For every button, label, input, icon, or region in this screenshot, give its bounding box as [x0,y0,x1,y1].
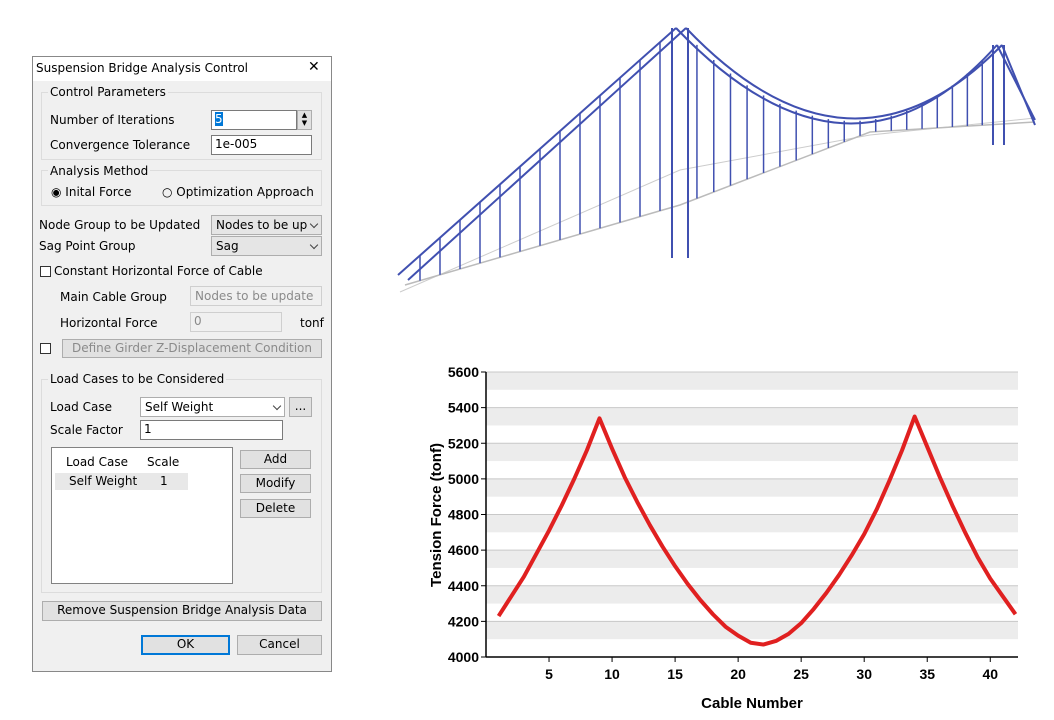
radio-label: Optimization Approach [176,185,314,199]
x-tick-label: 10 [604,666,620,682]
column-header: Scale [147,455,180,469]
x-tick-label: 5 [545,666,553,682]
group-legend: Load Cases to be Considered [48,371,227,387]
dropdown-value: Nodes to be update [195,289,314,303]
label: Horizontal Force [60,316,158,330]
label: Convergence Tolerance [50,138,191,152]
input-value: 5 [215,112,223,126]
label: Scale Factor [50,423,123,437]
unit: tonf [300,316,324,330]
grid-band [486,621,1018,640]
label: Main Cable Group [60,290,167,304]
close-button[interactable]: ✕ [308,59,320,75]
y-tick-label: 4000 [448,649,479,665]
button[interactable]: Modify [240,474,311,493]
x-axis-label: Cable Number [701,695,803,712]
grid-band [486,407,1018,426]
y-tick-label: 5000 [448,471,479,487]
label: Number of Iterations [50,113,175,127]
ok-button[interactable]: OK [141,635,230,655]
radio-label: Inital Force [65,185,132,199]
button[interactable]: ... [289,397,312,417]
radio[interactable]: ◉ Inital Force [51,185,132,199]
grid-band [486,514,1018,533]
grid-band [486,550,1018,568]
grid-band [486,443,1018,462]
column-header: Load Case [66,455,128,469]
button[interactable]: Remove Suspension Bridge Analysis Data [42,601,322,621]
label: Sag Point Group [39,239,136,253]
grid-band [486,372,1018,390]
input[interactable]: 1e-005 [211,135,312,155]
checkbox[interactable] [40,266,51,277]
y-axis-label: Tension Force (tonf) [428,443,445,587]
dropdown[interactable]: Self Weight [140,397,285,417]
label: Constant Horizontal Force of Cable [54,264,263,278]
y-tick-label: 4200 [448,613,479,629]
y-tick-label: 5400 [448,400,479,416]
y-tick-label: 4800 [448,507,479,523]
label: Load Case [50,400,112,414]
x-tick-label: 35 [919,666,935,682]
button[interactable]: Delete [240,499,311,518]
group-box [41,170,322,206]
checkbox[interactable] [40,343,51,354]
radio[interactable]: ○ Optimization Approach [162,185,314,199]
x-tick-label: 40 [982,666,998,682]
group-legend: Control Parameters [48,84,168,100]
group-legend: Analysis Method [48,163,151,179]
cell: Self Weight [69,474,138,488]
x-tick-label: 25 [793,666,809,682]
dropdown-value: Sag [216,239,239,253]
main-cable [397,27,677,276]
row-highlight [55,473,188,490]
x-tick-label: 30 [856,666,872,682]
dropdown: Nodes to be update [190,286,322,306]
dialog-title: Suspension Bridge Analysis Control [36,61,248,75]
cell: 1 [160,474,168,488]
main-cable [1001,44,1036,126]
list-view[interactable] [51,447,233,584]
label: Node Group to be Updated [39,218,201,232]
y-tick-label: 5600 [448,364,479,380]
y-tick-label: 4400 [448,578,479,594]
x-tick-label: 20 [730,666,746,682]
y-tick-label: 4600 [448,542,479,558]
spinner[interactable]: ▲ ▼ [297,110,312,130]
button: Define Girder Z-Displacement Condition [62,339,322,358]
x-tick-label: 15 [667,666,683,682]
input[interactable]: 5 [211,110,297,130]
dropdown[interactable]: Nodes to be up [211,215,322,235]
grid-band [486,585,1018,604]
input[interactable]: 1 [140,420,283,440]
dropdown[interactable]: Sag [211,236,322,256]
group-box [41,92,322,160]
line-series [496,414,1018,647]
dropdown-value: Self Weight [145,400,214,414]
cancel-button[interactable]: Cancel [237,635,322,655]
title-bar [33,57,331,81]
button[interactable]: Add [240,450,311,469]
main-cable [685,27,1003,120]
y-tick-label: 5200 [448,435,479,451]
dropdown-value: Nodes to be up [216,218,308,232]
input: 0 [190,312,282,332]
